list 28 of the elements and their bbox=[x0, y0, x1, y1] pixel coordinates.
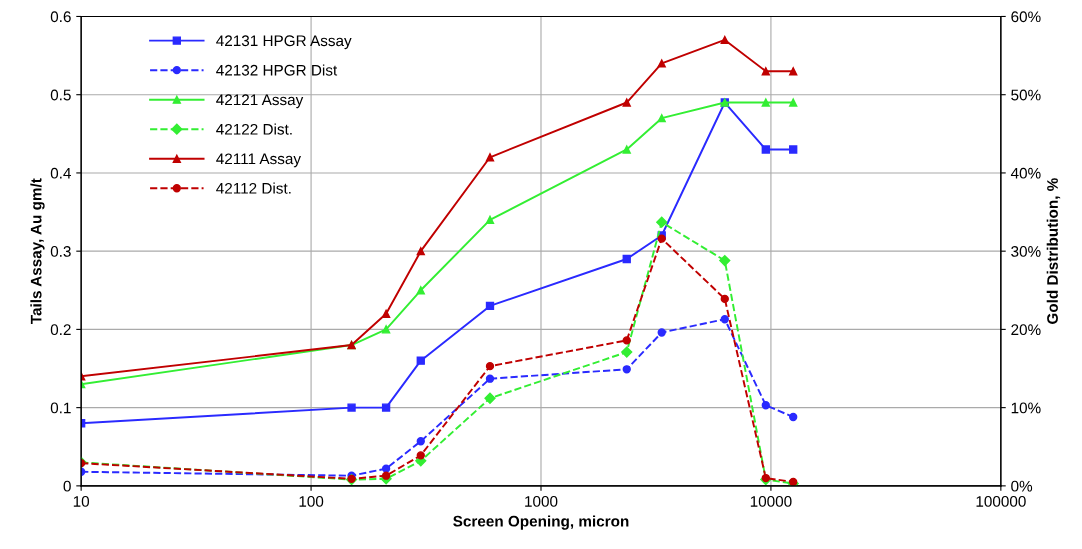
y-tick-label: 0.3 bbox=[50, 246, 71, 257]
y-tick-label: 0.4 bbox=[50, 167, 71, 179]
y2-tick-label: 10% bbox=[1011, 402, 1041, 414]
y2-tick-label: 20% bbox=[1011, 324, 1041, 336]
legend-label: 42112 Dist. bbox=[216, 182, 291, 194]
legend-label: 42121 Assay bbox=[216, 94, 304, 109]
x-tick-label: 100 bbox=[299, 495, 324, 507]
x-tick-label: 10 bbox=[73, 495, 90, 507]
y-tick-label: 0.1 bbox=[50, 402, 71, 414]
x-tick-label: 100000 bbox=[976, 495, 1026, 507]
legend-label: 42132 HPGR Dist bbox=[216, 64, 338, 76]
legend-label: 42131 HPGR Assay bbox=[216, 35, 352, 50]
y2-axis-title: Gold Distribution, % bbox=[1046, 178, 1061, 324]
y-tick-label: 0.6 bbox=[50, 11, 71, 23]
x-tick-label: 10000 bbox=[750, 495, 792, 507]
x-tick-label: 1000 bbox=[525, 495, 558, 507]
y2-tick-label: 60% bbox=[1011, 11, 1041, 23]
y2-tick-label: 40% bbox=[1010, 167, 1041, 179]
y2-tick-label: 30% bbox=[1011, 246, 1041, 257]
y-tick-label: 0.5 bbox=[50, 89, 71, 101]
x-axis-title: Screen Opening, micron bbox=[453, 515, 629, 530]
y2-tick-label: 0% bbox=[1011, 480, 1033, 492]
y-tick-label: 0.2 bbox=[50, 324, 71, 336]
y-axis-title: Tails Assay, Au gm/t bbox=[30, 178, 45, 325]
legend-label: 42122 Dist. bbox=[216, 123, 292, 135]
y2-tick-label: 50% bbox=[1011, 89, 1041, 101]
y-tick-label: 0 bbox=[63, 480, 71, 492]
legend-label: 42111 Assay bbox=[216, 153, 301, 168]
